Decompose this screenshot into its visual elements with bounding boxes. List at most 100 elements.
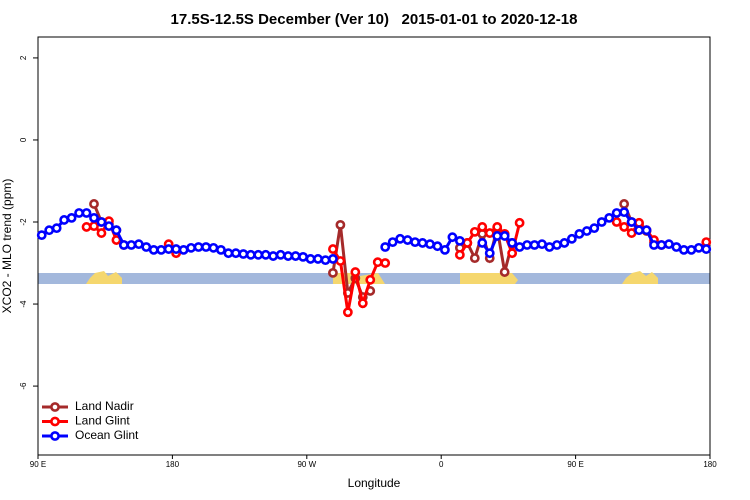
data-point (574, 228, 585, 239)
data-point (365, 274, 376, 285)
data-point (283, 251, 294, 261)
data-point (89, 199, 99, 209)
data-point (417, 238, 428, 248)
data-point (111, 225, 122, 236)
x-tick-label: 90 E (567, 460, 583, 469)
data-point (74, 208, 84, 218)
data-point (313, 254, 323, 264)
data-point (544, 242, 555, 252)
legend-marker (50, 416, 60, 427)
data-point (268, 251, 279, 261)
data-point (664, 239, 674, 250)
data-point (275, 249, 286, 260)
data-point (454, 235, 465, 246)
data-point (477, 238, 488, 248)
land-patch (460, 273, 518, 284)
data-point (66, 213, 77, 223)
data-point (133, 239, 144, 250)
legend-label: Land Glint (75, 414, 130, 428)
data-point (499, 267, 510, 277)
data-point (447, 232, 458, 243)
data-point (596, 217, 607, 227)
data-point (395, 233, 406, 244)
data-point (208, 242, 219, 253)
data-point (626, 217, 637, 227)
data-point (484, 228, 495, 238)
data-point (51, 223, 62, 234)
y-tick-label: 0 (19, 137, 28, 142)
data-point (701, 244, 712, 254)
plot-area (36, 199, 712, 318)
data-point (649, 240, 659, 250)
data-point (328, 244, 338, 254)
data-point (89, 221, 99, 232)
data-point (328, 267, 338, 278)
data-point (223, 248, 234, 259)
data-point (484, 248, 495, 259)
legend-label: Land Nadir (75, 399, 134, 413)
data-point (566, 233, 577, 244)
data-point (507, 238, 518, 248)
data-point (126, 240, 137, 250)
data-point (492, 231, 503, 241)
data-point (201, 242, 211, 252)
data-point (96, 217, 107, 227)
data-point (387, 237, 398, 248)
data-point (380, 242, 391, 252)
data-point (604, 213, 615, 223)
data-point (656, 240, 667, 250)
y-tick-label: -6 (19, 382, 28, 390)
data-point (686, 244, 697, 255)
y-tick-label: 2 (19, 55, 28, 60)
legend-marker (50, 402, 60, 412)
data-point (59, 215, 70, 225)
data-point (589, 223, 600, 234)
data-point (537, 239, 547, 250)
data-point (425, 239, 435, 250)
data-point (141, 242, 152, 252)
data-point (469, 226, 480, 237)
data-point (671, 242, 682, 252)
data-point (335, 256, 346, 266)
data-point (693, 242, 704, 253)
data-point (529, 240, 540, 250)
data-point (350, 267, 361, 277)
land-patch (622, 271, 658, 284)
y-axis-label: XCO2 - MLO trend (ppm) (0, 179, 14, 314)
data-point (335, 219, 346, 230)
data-point (44, 225, 55, 236)
legend-label: Ocean Glint (75, 428, 139, 442)
data-point (357, 298, 368, 309)
data-point (163, 244, 174, 254)
data-point (440, 244, 450, 255)
data-point (216, 244, 226, 255)
data-point (238, 249, 249, 259)
data-point (626, 228, 637, 238)
x-tick-label: 90 W (297, 460, 316, 469)
data-point (36, 230, 47, 241)
data-point (492, 222, 503, 232)
chart-title: 17.5S-12.5S December (Ver 10) 2015-01-01… (171, 11, 578, 28)
data-point (298, 251, 308, 262)
data-point (193, 242, 204, 252)
data-point (260, 249, 271, 260)
data-point (156, 244, 167, 255)
x-tick-label: 0 (439, 460, 444, 469)
data-point (178, 244, 189, 255)
data-point (89, 213, 99, 223)
data-point (469, 253, 480, 264)
data-point (96, 228, 107, 238)
data-point (290, 251, 301, 261)
data-point (230, 248, 241, 259)
data-point (171, 244, 182, 254)
data-point (507, 248, 518, 259)
data-point (462, 238, 473, 248)
data-point (619, 222, 630, 232)
data-point (245, 249, 256, 260)
data-point (328, 254, 338, 264)
data-point (81, 208, 92, 218)
data-point (477, 222, 488, 232)
